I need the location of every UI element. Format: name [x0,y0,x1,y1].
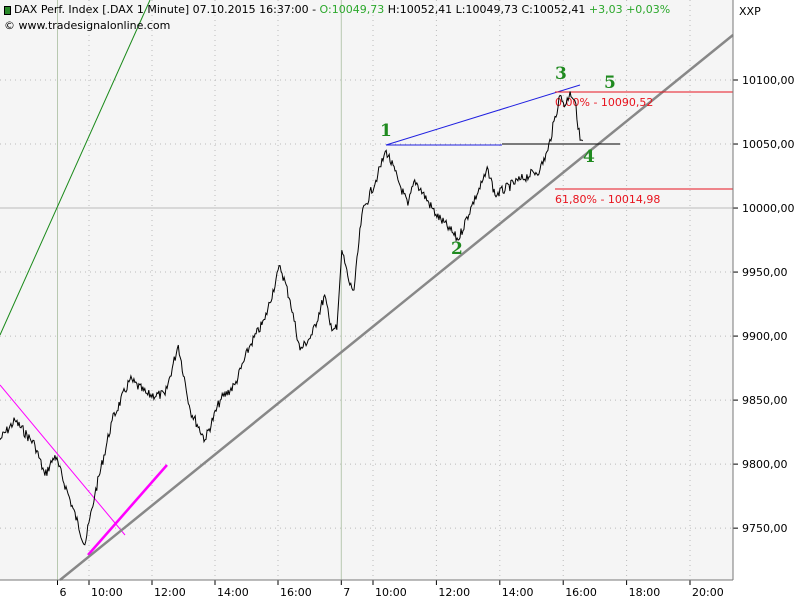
y-tick-label: 10050,00 [742,138,795,151]
header-change: +3,03 +0,03% [588,3,671,16]
fib-level-label: 0,00% - 10090,52 [555,96,653,109]
x-tick-label: 10:00 [91,586,123,599]
x-tick-label: 14:00 [217,586,249,599]
x-tick-label: 18:00 [629,586,661,599]
pink-downtrend-line [0,384,126,536]
y-tick-label: 9750,00 [742,522,788,535]
session-gap-connector [336,250,343,330]
wave-label-4: 4 [583,147,595,167]
x-tick-label: 20:00 [692,586,724,599]
support-trendline [59,34,734,581]
source-credit: © www.tradesignalonline.com [4,19,171,32]
x-tick-label: 12:00 [154,586,186,599]
x-tick-label: 16:00 [565,586,597,599]
chart-header: DAX Perf. Index [.DAX 1 Minute] 07.10.20… [4,3,670,16]
wave-label-2: 2 [451,239,463,259]
upper-trendline [0,0,151,336]
x-tick-label: 10:00 [375,586,407,599]
symbol-tag: XXP [739,5,761,18]
series-color-icon [4,5,11,15]
y-tick-label: 9800,00 [742,458,788,471]
x-tick-label: 12:00 [438,586,470,599]
x-tick-label: 16:00 [280,586,312,599]
wave-1-3-line [385,84,581,146]
y-tick-label: 9850,00 [742,394,788,407]
y-tick-label: 9950,00 [742,266,788,279]
wave-label-3: 3 [555,64,567,84]
y-tick-label: 9900,00 [742,330,788,343]
plot-area [0,0,733,580]
y-tick-label: 10100,00 [742,74,795,87]
x-tick-label: 7 [343,586,350,599]
pink-uptrend-line [87,464,168,556]
wave-label-1: 1 [380,121,392,141]
fib-level-label: 61,80% - 10014,98 [555,193,660,206]
header-title: DAX Perf. Index [.DAX 1 Minute] 07.10.20… [14,3,317,16]
header-open: O:10049,73 [319,3,385,16]
header-hlc: H:10052,41 L:10049,73 C:10052,41 [387,3,586,16]
x-tick-label: 14:00 [502,586,534,599]
x-tick-label: 6 [60,586,67,599]
wave-label-5: 5 [604,73,616,93]
price-line [0,91,584,546]
y-tick-label: 10000,00 [742,202,795,215]
